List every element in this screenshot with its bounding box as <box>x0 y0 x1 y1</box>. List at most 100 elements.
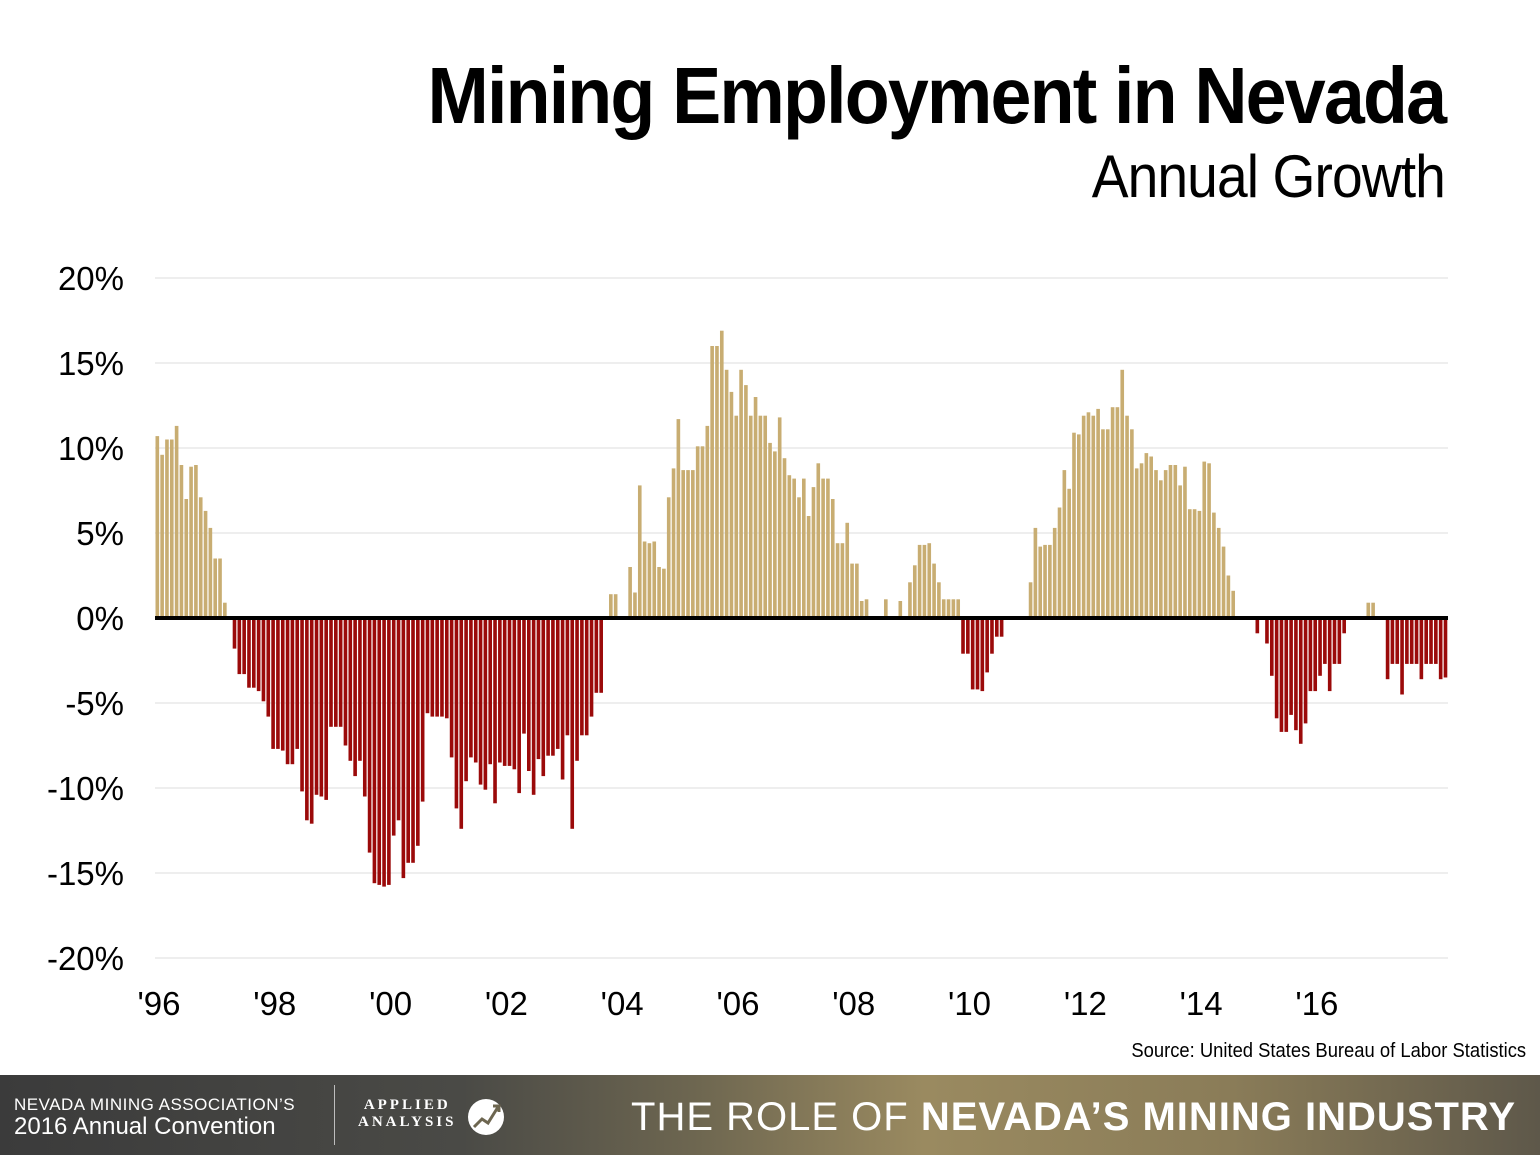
bar <box>473 618 478 763</box>
bar <box>165 439 169 618</box>
x-tick-label: '08 <box>832 985 875 1022</box>
y-tick-label: 15% <box>58 345 124 382</box>
bar <box>372 618 377 884</box>
bar <box>1067 488 1071 618</box>
bar <box>671 468 676 618</box>
bar <box>280 618 285 751</box>
bar <box>295 618 300 749</box>
bar <box>1086 412 1091 618</box>
x-tick-label: '16 <box>1295 985 1338 1022</box>
bar <box>1038 546 1043 618</box>
bar <box>367 618 372 853</box>
brand-line2: ANALYSIS <box>358 1114 457 1130</box>
bar <box>1337 618 1342 664</box>
bar <box>247 618 251 688</box>
tagline-bold: NEVADA’S MINING INDUSTRY <box>920 1095 1516 1139</box>
bar <box>859 601 864 618</box>
bar <box>551 618 555 756</box>
bar <box>1294 618 1298 731</box>
bar <box>1110 407 1115 618</box>
bar <box>1101 429 1105 618</box>
bar <box>1429 618 1433 664</box>
bar <box>729 391 734 618</box>
bar <box>917 544 922 618</box>
bar <box>912 565 917 618</box>
bar <box>1226 575 1231 618</box>
bar <box>430 618 435 717</box>
bar <box>1332 618 1337 664</box>
bar <box>1212 512 1216 618</box>
bar <box>1173 465 1178 618</box>
bar <box>1216 527 1221 618</box>
bar <box>932 563 936 618</box>
bar <box>155 436 160 618</box>
x-tick-label: '06 <box>716 985 759 1022</box>
bar <box>300 618 304 792</box>
x-tick-label: '14 <box>1180 985 1223 1022</box>
bar <box>469 618 473 758</box>
bar <box>1149 456 1153 618</box>
bar <box>160 454 164 618</box>
bar <box>1327 618 1332 692</box>
bar <box>1028 582 1033 618</box>
bar <box>208 527 213 618</box>
y-tick-label: -15% <box>47 855 124 892</box>
bar <box>522 618 526 734</box>
bar <box>1192 509 1197 618</box>
bar <box>242 618 246 675</box>
bar <box>830 499 835 618</box>
bar <box>990 618 994 654</box>
org-line2: 2016 Annual Convention <box>14 1113 276 1140</box>
bar <box>719 330 724 618</box>
bar <box>512 618 517 770</box>
bar <box>416 618 420 846</box>
bar <box>1183 466 1187 618</box>
bar <box>1207 463 1211 618</box>
bar <box>1323 618 1327 664</box>
bar <box>290 618 295 765</box>
bar <box>647 543 652 618</box>
y-tick-label: -10% <box>47 770 124 807</box>
bar <box>744 385 748 618</box>
bar <box>1202 461 1207 618</box>
bar <box>1308 618 1313 692</box>
footer-banner: NEVADA MINING ASSOCIATION’S 2016 Annual … <box>0 1075 1540 1155</box>
bar <box>937 582 941 618</box>
bar <box>382 618 386 887</box>
bar <box>1221 546 1226 618</box>
bar <box>1168 465 1173 618</box>
bar <box>951 599 956 618</box>
bar <box>734 415 739 618</box>
bar <box>184 499 189 618</box>
bars <box>155 330 1448 887</box>
bar <box>285 618 290 765</box>
bar <box>1424 618 1428 664</box>
bar <box>850 563 854 618</box>
bar <box>1154 470 1158 618</box>
bar <box>826 478 830 618</box>
bar <box>1163 470 1168 618</box>
bar <box>994 618 999 637</box>
bar <box>1313 618 1318 692</box>
bar <box>319 618 324 797</box>
bar <box>970 618 975 690</box>
bar <box>189 466 193 618</box>
bar <box>1318 618 1322 676</box>
bar <box>1077 434 1081 618</box>
bar <box>1279 618 1284 732</box>
bar <box>580 618 584 736</box>
bar <box>1284 618 1289 732</box>
bar <box>527 618 531 771</box>
bar <box>657 567 661 618</box>
bar <box>531 618 536 795</box>
x-tick-label: '98 <box>253 985 296 1022</box>
bar <box>334 618 338 727</box>
bar <box>884 599 888 618</box>
bar <box>203 510 208 618</box>
bar <box>1366 602 1371 618</box>
bar <box>980 618 985 692</box>
bar <box>1048 544 1052 618</box>
bar <box>908 582 912 618</box>
bar <box>343 618 348 746</box>
bar <box>198 497 203 618</box>
